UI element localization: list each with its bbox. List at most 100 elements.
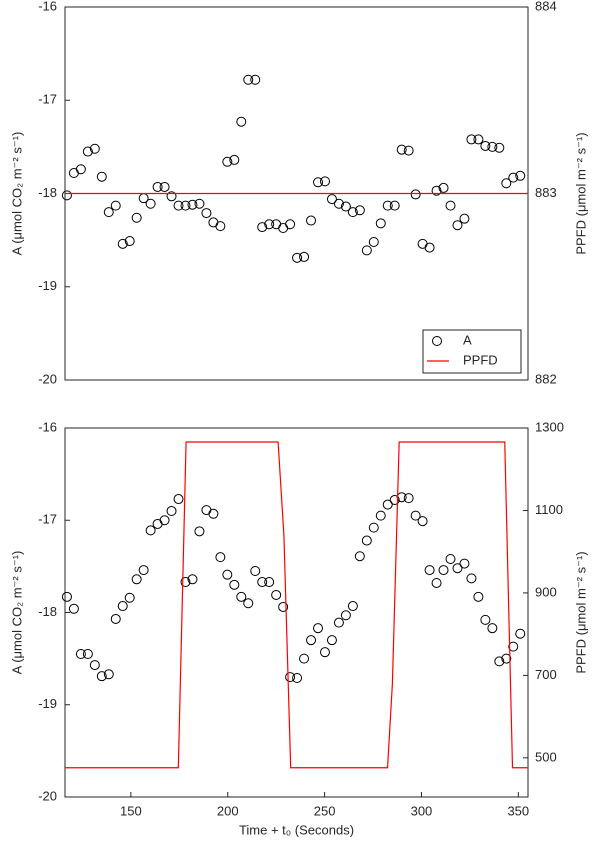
- data-point: [222, 569, 233, 580]
- data-point: [361, 245, 372, 256]
- y-tick-label: -17: [38, 512, 57, 527]
- data-point: [375, 510, 386, 521]
- data-point: [68, 167, 79, 178]
- data-point: [473, 591, 484, 602]
- data-point: [180, 200, 191, 211]
- data-point: [236, 591, 247, 602]
- data-point: [403, 145, 414, 156]
- data-point: [452, 563, 463, 574]
- data-point: [347, 207, 358, 218]
- data-point: [382, 499, 393, 510]
- data-point: [61, 591, 72, 602]
- data-point: [319, 176, 330, 187]
- data-point: [508, 172, 519, 183]
- data-point: [61, 190, 72, 201]
- data-point: [187, 199, 198, 210]
- data-point: [250, 565, 261, 576]
- data-point: [131, 574, 142, 585]
- data-point: [124, 236, 135, 247]
- data-point: [229, 579, 240, 590]
- data-point: [299, 251, 310, 262]
- x-tick-label: 200: [217, 803, 239, 818]
- data-point: [152, 181, 163, 192]
- data-point: [459, 213, 470, 224]
- data-point: [194, 526, 205, 537]
- subplot: -16 -17 -18 -19 -20 500 700 900 1100 1300 150 200 25…: [9, 419, 588, 837]
- data-point: [319, 647, 330, 658]
- data-point: [487, 623, 498, 634]
- y2-tick-label: 882: [535, 371, 557, 386]
- y-tick-label: -18: [38, 604, 57, 619]
- data-point: [480, 614, 491, 625]
- data-point: [264, 577, 275, 588]
- data-point: [368, 522, 379, 533]
- data-point: [103, 207, 114, 218]
- data-point: [264, 219, 275, 230]
- data-point: [424, 242, 435, 253]
- axes-box: [64, 427, 529, 798]
- data-point: [417, 238, 428, 249]
- data-point: [501, 178, 512, 189]
- data-point: [354, 551, 365, 562]
- data-point: [166, 191, 177, 202]
- y-tick-label: -18: [38, 185, 57, 200]
- data-point: [124, 592, 135, 603]
- data-point: [340, 610, 351, 621]
- data-point: [257, 577, 268, 588]
- legend: A PPFD: [422, 329, 522, 374]
- data-point: [82, 146, 93, 157]
- y-tick-label: -16: [38, 419, 57, 434]
- x-tick-label: 300: [411, 803, 433, 818]
- y2-tick-label: 900: [535, 584, 557, 599]
- y2-axis-label: PPFD (μmol m⁻² s⁻¹): [573, 551, 588, 673]
- y2-axis-label: PPFD (μmol m⁻² s⁻¹): [573, 132, 588, 254]
- data-point: [424, 565, 435, 576]
- data-point: [75, 649, 86, 660]
- data-point: [271, 589, 282, 600]
- data-point: [257, 222, 268, 233]
- data-point: [333, 198, 344, 209]
- data-point: [187, 574, 198, 585]
- data-point: [229, 154, 240, 165]
- data-point: [382, 200, 393, 211]
- data-point: [68, 603, 79, 614]
- data-point: [431, 185, 442, 196]
- data-point: [117, 601, 128, 612]
- data-point: [166, 506, 177, 517]
- data-point: [243, 74, 254, 85]
- data-point: [159, 181, 170, 192]
- data-point: [271, 219, 282, 230]
- data-point: [145, 525, 156, 536]
- data-point: [501, 653, 512, 664]
- data-point: [201, 505, 212, 516]
- data-point: [292, 672, 303, 683]
- data-point: [410, 189, 421, 200]
- data-point: [313, 623, 324, 634]
- legend-label: A: [463, 332, 472, 347]
- data-point: [417, 516, 428, 527]
- data-point: [494, 142, 505, 153]
- data-point: [438, 565, 449, 576]
- y-tick-label: -20: [38, 788, 57, 803]
- data-point: [389, 494, 400, 505]
- y-tick-label: -19: [38, 278, 57, 293]
- legend-marker: [432, 336, 442, 346]
- data-point: [145, 198, 156, 209]
- data-point: [208, 508, 219, 519]
- data-point: [480, 140, 491, 151]
- data-point: [82, 649, 93, 660]
- data-point: [299, 653, 310, 664]
- data-point: [194, 198, 205, 209]
- data-point: [333, 617, 344, 628]
- x-tick-label: 350: [507, 803, 529, 818]
- legend-label: PPFD: [463, 352, 498, 367]
- data-point: [236, 116, 247, 127]
- data-point: [285, 219, 296, 230]
- data-point: [173, 200, 184, 211]
- data-point: [368, 236, 379, 247]
- data-point: [487, 141, 498, 152]
- data-point: [208, 217, 219, 228]
- data-point: [466, 134, 477, 145]
- y-tick-label: -17: [38, 92, 57, 107]
